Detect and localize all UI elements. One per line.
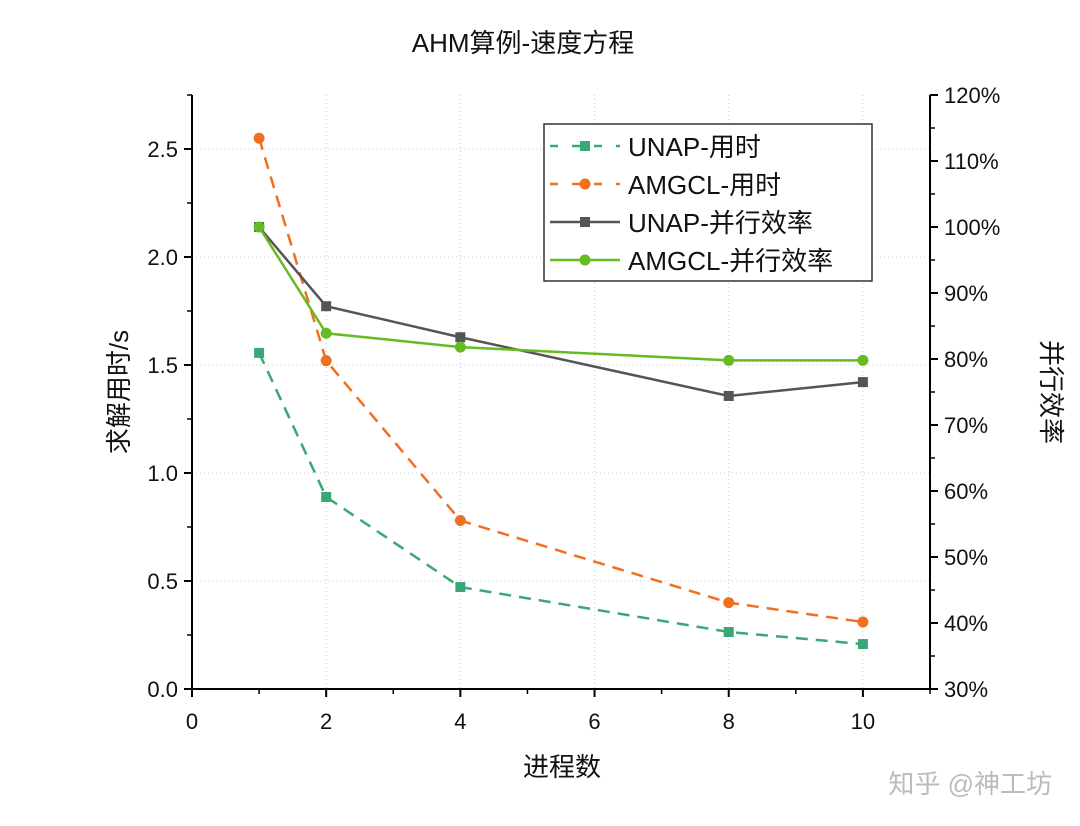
y-tick-label: 2.0 xyxy=(147,245,178,270)
data-point xyxy=(723,597,735,609)
legend-swatch-marker xyxy=(580,217,590,227)
series-4 xyxy=(253,221,869,366)
legend-swatch-marker xyxy=(579,178,591,190)
y-tick-label: 0.0 xyxy=(147,677,178,702)
y2-tick-label: 30% xyxy=(944,677,988,702)
chart-title: AHM算例-速度方程 xyxy=(412,28,634,58)
data-point xyxy=(320,327,332,339)
legend-label: UNAP-并行效率 xyxy=(628,208,813,238)
data-point xyxy=(253,132,265,144)
watermark: 知乎 @神工坊 xyxy=(888,769,1052,799)
y2-tick-label: 100% xyxy=(944,215,1000,240)
x-tick-label: 8 xyxy=(723,709,735,734)
y-tick-label: 2.5 xyxy=(147,137,178,162)
legend-swatch-marker xyxy=(580,141,590,151)
y2-tick-label: 40% xyxy=(944,611,988,636)
data-point xyxy=(723,390,734,401)
data-point xyxy=(455,582,466,593)
data-point xyxy=(454,515,466,527)
legend-label: UNAP-用时 xyxy=(628,132,761,162)
data-point xyxy=(320,355,332,367)
y2-tick-label: 80% xyxy=(944,347,988,372)
data-point xyxy=(723,626,734,637)
x-tick-label: 0 xyxy=(186,709,198,734)
series-1 xyxy=(254,347,868,650)
y2-tick-label: 110% xyxy=(944,149,999,174)
y2-tick-label: 50% xyxy=(944,545,988,570)
series-line xyxy=(257,352,864,646)
data-point xyxy=(857,354,869,366)
y-axis-label: 求解用时/s xyxy=(104,330,134,454)
legend-label: AMGCL-并行效率 xyxy=(628,246,833,276)
y2-tick-label: 120% xyxy=(944,83,1000,108)
y2-tick-label: 60% xyxy=(944,479,988,504)
data-point xyxy=(454,341,466,353)
data-point xyxy=(321,491,332,502)
data-point xyxy=(857,639,868,650)
y-tick-label: 1.0 xyxy=(147,461,178,486)
data-point xyxy=(857,616,869,628)
y-tick-label: 1.5 xyxy=(147,353,178,378)
x-tick-label: 6 xyxy=(588,709,600,734)
data-point xyxy=(857,377,868,388)
series-2 xyxy=(253,132,869,628)
x-tick-label: 10 xyxy=(851,709,875,734)
legend-swatch-marker xyxy=(579,254,591,266)
x-axis-label: 进程数 xyxy=(523,752,601,782)
x-tick-label: 2 xyxy=(320,709,332,734)
data-point xyxy=(723,354,735,366)
y2-tick-label: 90% xyxy=(944,281,988,306)
x-tick-label: 4 xyxy=(454,709,466,734)
data-point xyxy=(455,332,466,343)
legend-label: AMGCL-用时 xyxy=(628,170,781,200)
y-tick-label: 0.5 xyxy=(147,569,178,594)
data-point xyxy=(253,221,265,233)
y2-axis-label: 并行效率 xyxy=(1036,340,1066,444)
data-point xyxy=(321,301,332,312)
data-point xyxy=(254,347,265,358)
legend-box xyxy=(543,123,873,282)
y2-tick-label: 70% xyxy=(944,413,988,438)
